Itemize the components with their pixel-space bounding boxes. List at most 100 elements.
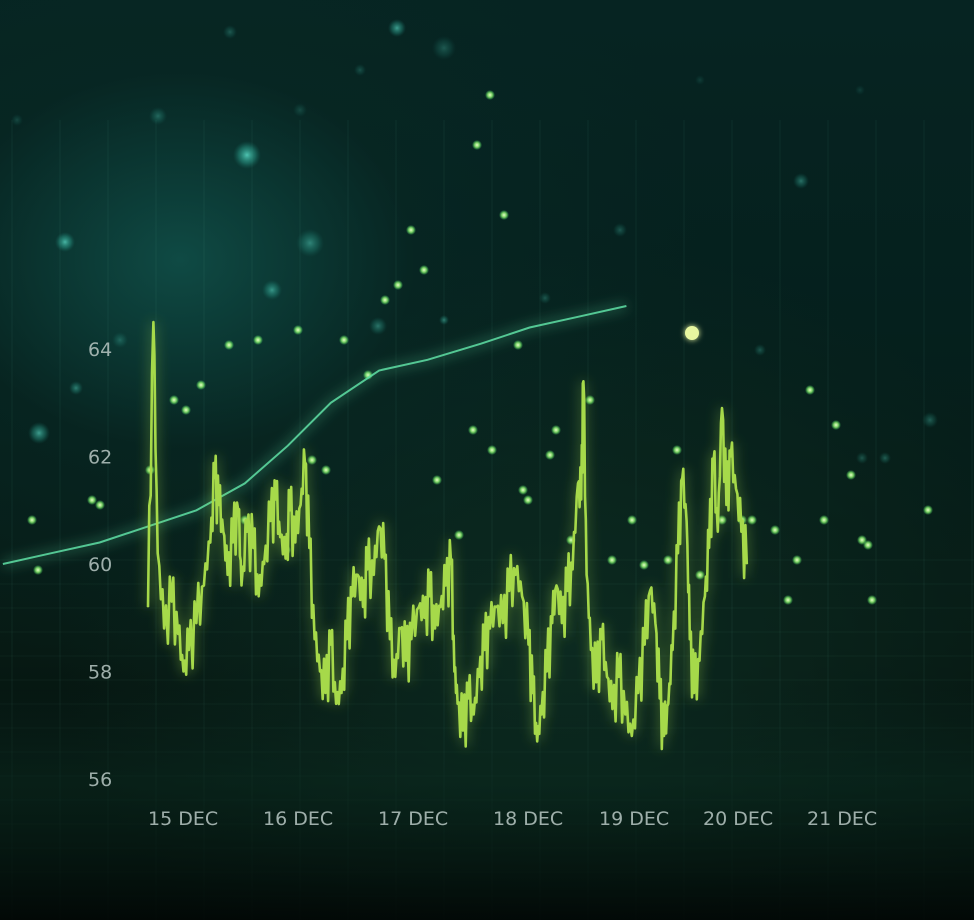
price-point-37 xyxy=(346,638,348,640)
x-tick-label-6: 21 DEC xyxy=(807,808,877,830)
bokeh-dot-0 xyxy=(233,141,261,169)
price-point-56 xyxy=(450,563,452,565)
price-point-92 xyxy=(637,692,639,694)
spike-cap-31 xyxy=(545,450,555,460)
price-point-78 xyxy=(566,590,569,592)
bokeh-dot-19 xyxy=(539,292,551,304)
price-point-80 xyxy=(577,482,579,485)
price-point-10 xyxy=(209,541,212,544)
price-point-28 xyxy=(299,504,302,506)
spike-cap-53 xyxy=(867,595,877,605)
price-point-20 xyxy=(257,595,260,598)
bokeh-dot-23 xyxy=(695,75,705,85)
price-point-50 xyxy=(418,606,420,608)
bokeh-dot-13 xyxy=(439,315,449,325)
price-point-3 xyxy=(163,627,165,630)
price-point-58 xyxy=(456,703,459,705)
price-point-17 xyxy=(240,584,243,587)
price-point-113 xyxy=(735,488,737,490)
bokeh-dot-7 xyxy=(149,107,167,125)
series-price xyxy=(146,320,749,751)
price-point-42 xyxy=(373,574,375,576)
price-point-70 xyxy=(527,643,530,646)
y-tick-label-62: 62 xyxy=(88,447,112,469)
price-point-9 xyxy=(203,584,205,587)
bokeh-dot-5 xyxy=(388,19,406,37)
price-line-glow xyxy=(145,322,750,750)
price-point-100 xyxy=(677,552,679,554)
spike-cap-43 xyxy=(747,515,757,525)
x-tick-label-5: 20 DEC xyxy=(703,808,773,830)
price-point-40 xyxy=(362,606,364,608)
price-point-83 xyxy=(585,574,588,576)
price-point-23 xyxy=(275,498,277,501)
x-tick-label-4: 19 DEC xyxy=(599,808,669,830)
spike-cap-15 xyxy=(339,335,349,345)
price-point-69 xyxy=(521,595,523,598)
price-point-72 xyxy=(536,740,538,743)
bokeh-dot-24 xyxy=(855,85,865,95)
price-line xyxy=(145,320,750,751)
bokeh-dot-17 xyxy=(879,452,891,464)
price-point-24 xyxy=(279,536,282,538)
price-point-82 xyxy=(582,380,585,383)
price-point-33 xyxy=(324,692,327,694)
x-tick-label-1: 16 DEC xyxy=(263,808,333,830)
spike-cap-45 xyxy=(783,595,793,605)
bokeh-dot-14 xyxy=(613,223,627,237)
spike-cap-48 xyxy=(819,515,829,525)
bokeh-dot-18 xyxy=(754,344,766,356)
price-point-31 xyxy=(313,638,316,640)
price-point-39 xyxy=(356,574,359,576)
bokeh-dot-9 xyxy=(793,173,809,189)
price-point-14 xyxy=(226,574,229,576)
x-tick-label-3: 18 DEC xyxy=(493,808,563,830)
spike-cap-30 xyxy=(523,495,533,505)
spike-cap-25 xyxy=(485,90,495,100)
price-point-109 xyxy=(717,530,719,533)
price-point-53 xyxy=(434,627,436,630)
bokeh-dot-8 xyxy=(223,25,237,39)
spike-cap-50 xyxy=(846,470,856,480)
price-point-97 xyxy=(663,735,665,737)
spike-cap-54 xyxy=(923,505,933,515)
spike-cap-40 xyxy=(695,570,705,580)
bokeh-background xyxy=(11,19,938,464)
price-point-45 xyxy=(389,638,391,640)
price-point-2 xyxy=(156,552,159,554)
trend-line xyxy=(2,303,628,567)
x-axis: 15 DEC 16 DEC 17 DEC 18 DEC 19 DEC 20 DEC 21 D… xyxy=(148,808,877,830)
spike-cap-17 xyxy=(380,295,390,305)
price-point-94 xyxy=(649,590,651,592)
price-point-114 xyxy=(740,530,743,533)
price-point-75 xyxy=(551,622,553,624)
spike-cap-36 xyxy=(627,515,637,525)
price-point-18 xyxy=(246,530,248,533)
price-point-4 xyxy=(170,600,173,603)
price-point-79 xyxy=(571,568,574,571)
price-point-60 xyxy=(467,697,470,700)
spike-cap-13 xyxy=(307,455,317,465)
price-point-48 xyxy=(405,659,407,662)
price-point-85 xyxy=(595,681,598,684)
price-point-71 xyxy=(532,692,534,694)
spike-cap-47 xyxy=(805,385,815,395)
price-point-63 xyxy=(483,649,486,651)
price-point-67 xyxy=(508,590,511,592)
price-point-87 xyxy=(606,676,608,678)
spike-cap-29 xyxy=(518,485,528,495)
bokeh-dot-1 xyxy=(55,232,75,252)
price-point-86 xyxy=(600,638,603,640)
spike-cap-44 xyxy=(770,525,780,535)
price-point-96 xyxy=(658,697,661,700)
price-point-91 xyxy=(631,735,633,737)
series-trend xyxy=(2,305,627,565)
spike-cap-35 xyxy=(607,555,617,565)
price-point-34 xyxy=(330,643,332,646)
price-point-5 xyxy=(177,633,179,635)
price-point-108 xyxy=(712,461,715,463)
y-tick-label-56: 56 xyxy=(88,769,112,791)
price-point-89 xyxy=(618,676,620,678)
price-point-21 xyxy=(263,563,265,565)
